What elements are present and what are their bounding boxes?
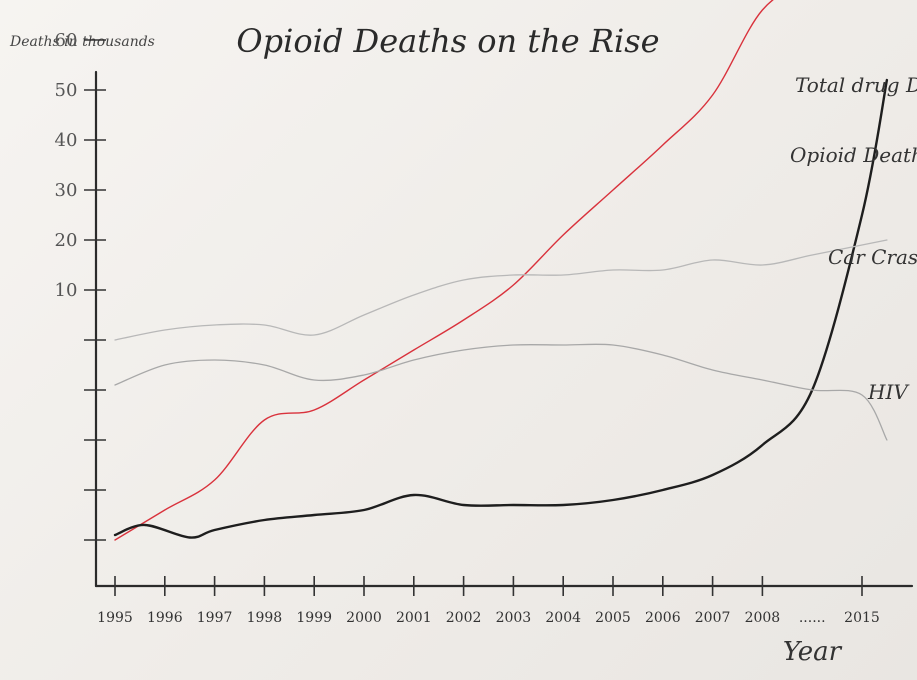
series-label: Car Crash (828, 245, 917, 269)
x-tick-label: 1998 (247, 610, 283, 626)
x-tick-label: ...... (799, 610, 826, 626)
x-tick-label: 1999 (296, 610, 332, 626)
series-label: HIV (867, 380, 910, 404)
y-tick-label: 30 (55, 180, 78, 201)
x-tick-label: 2015 (844, 610, 880, 626)
x-tick-label: 2000 (346, 610, 382, 626)
series-line (114, 0, 774, 541)
series-line (114, 343, 888, 441)
y-tick-label: 50 (55, 80, 78, 101)
series-label: Total drug Deaths (795, 73, 917, 97)
chart-title: Opioid Deaths on the Rise (236, 22, 659, 60)
x-tick-label: 1997 (197, 610, 233, 626)
y-axis-label: Deaths in thousands (9, 34, 155, 50)
x-tick-label: 2001 (396, 610, 432, 626)
x-tick-label: 2007 (695, 610, 731, 626)
x-tick-label: 2005 (595, 610, 631, 626)
series-line (113, 78, 889, 539)
x-axis-label: Year (783, 637, 843, 667)
series-label: Opioid Deaths (790, 143, 917, 167)
x-tick-label: 2004 (545, 610, 581, 626)
x-tick-label: 2002 (446, 610, 482, 626)
x-tick-label: 1996 (147, 610, 183, 626)
y-tick-label: 40 (55, 130, 78, 151)
y-tick-label: 20 (55, 230, 78, 251)
y-tick-label: 60 (55, 30, 78, 51)
x-tick-label: 2003 (496, 610, 532, 626)
x-tick-label: 1995 (97, 610, 133, 626)
x-tick-label: 2006 (645, 610, 681, 626)
x-tick-label: 2008 (745, 610, 781, 626)
y-tick-label: 10 (55, 280, 78, 301)
series-line (114, 239, 888, 341)
